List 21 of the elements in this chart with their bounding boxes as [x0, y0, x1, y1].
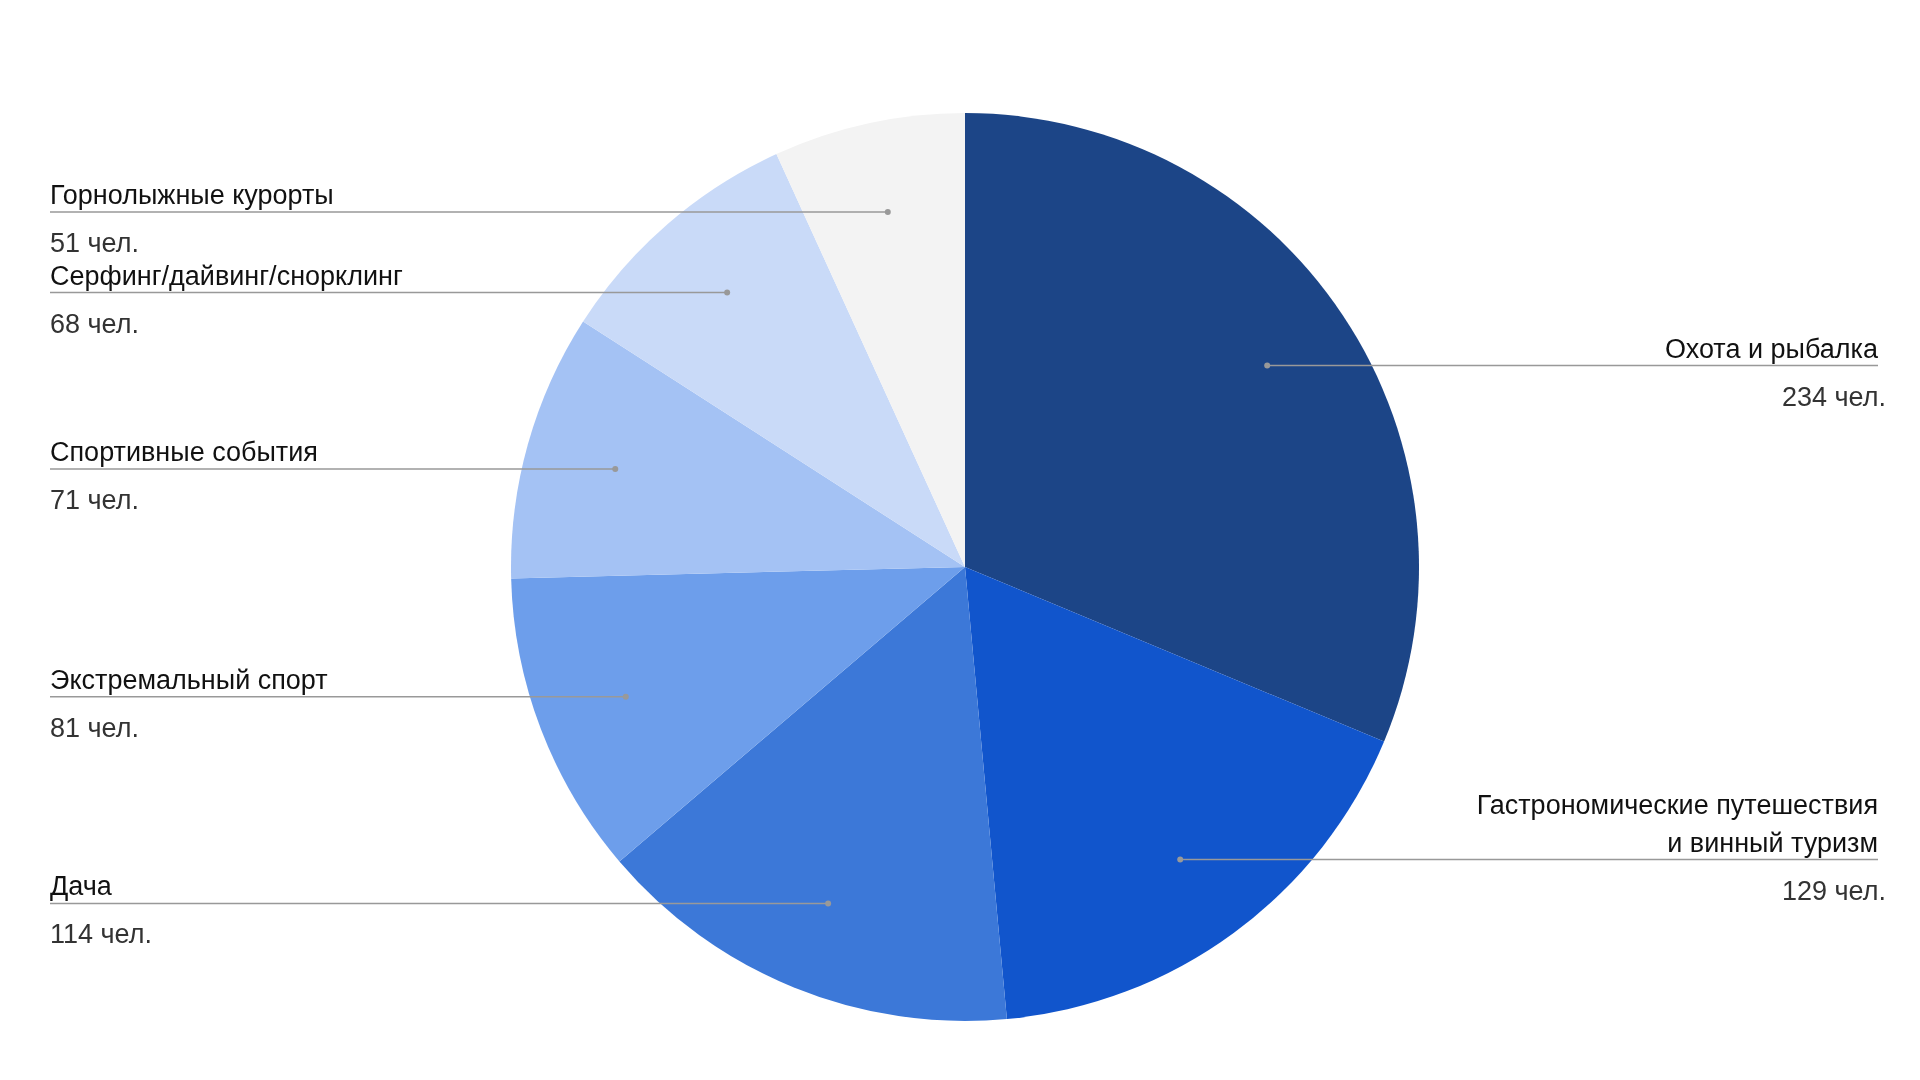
data-label: 114 чел.	[50, 919, 152, 950]
data-label: 234 чел.	[1782, 381, 1886, 412]
data-label: 51 чел.	[50, 228, 139, 259]
pie-slice	[511, 321, 965, 579]
data-label: 129 чел.	[1782, 875, 1886, 906]
data-label: 71 чел.	[50, 485, 139, 516]
slice-label: Дача	[50, 871, 113, 902]
data-label: 81 чел.	[50, 712, 139, 743]
pie-slice	[511, 567, 965, 862]
data-label: 68 чел.	[50, 308, 139, 339]
slice-label: Гастрономические путешествия и винный туризм	[1476, 789, 1878, 858]
pie-slice	[776, 113, 965, 567]
pie-slice	[965, 113, 1419, 742]
pie-slice	[965, 567, 1385, 1020]
slice-label: Охота и рыбалка	[1665, 333, 1879, 364]
pie-slice	[583, 154, 965, 567]
slice-label: Спортивные события	[50, 437, 318, 468]
slice-label: Горнолыжные курорты	[50, 180, 334, 211]
slice-label: Серфинг/дайвинг/снорклинг	[50, 260, 403, 291]
slice-label: Экстремальный спорт	[50, 664, 328, 695]
pie-slice	[619, 567, 1007, 1021]
